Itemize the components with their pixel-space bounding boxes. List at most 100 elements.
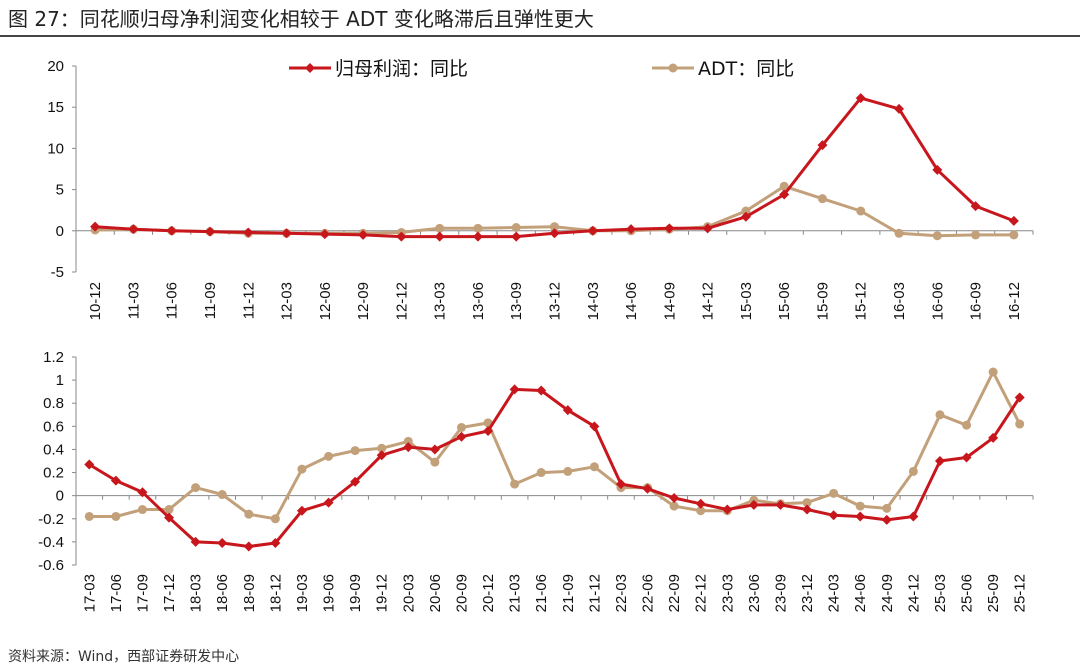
y-tick-label: 0.8 [43,395,64,412]
data-point-adt [270,514,280,524]
legend-item-profit: 归母利润：同比 [289,58,468,80]
series-line-profit [95,96,1015,239]
data-point-profit [894,103,905,114]
data-point-profit [932,164,943,175]
x-tick-label: 18-12 [267,574,284,612]
data-point-profit [722,504,733,515]
x-tick-label: 17-12 [161,574,178,612]
data-point-profit [802,504,813,515]
x-tick-label: 18-09 [241,574,258,612]
data-point-adt [191,483,201,493]
data-point-profit [90,221,101,232]
x-tick-label: 25-12 [1012,574,1029,612]
data-point-profit [204,226,215,237]
x-tick-label: 13-12 [547,282,564,320]
y-tick-label: 0.4 [43,441,64,458]
x-tick-label: 16-09 [968,282,985,320]
y-tick-label: -5 [51,264,64,281]
data-point-adt [882,503,892,513]
data-point-adt [589,462,599,472]
data-point-profit [855,93,866,104]
x-tick-label: 21-12 [586,574,603,612]
data-point-profit [664,223,675,234]
data-point-profit [779,189,790,200]
y-tick-label: 0 [56,223,64,240]
x-tick-label: 20-12 [480,574,497,612]
x-tick-label: 14-06 [623,282,640,320]
data-point-profit [166,225,177,236]
y-tick-label: 0.2 [43,465,64,482]
data-point-adt [111,511,121,521]
x-tick-label: 21-03 [507,574,524,612]
data-point-profit [961,452,972,463]
x-tick-label: 19-06 [321,574,338,612]
data-point-profit [350,476,361,487]
data-point-profit [589,421,600,432]
data-point-profit [358,229,369,240]
data-point-adt [430,457,440,467]
data-point-profit [434,231,445,242]
data-point-adt [324,451,334,461]
y-tick-label: -0.2 [38,511,64,528]
data-point-profit [587,225,598,236]
data-point-adt [908,466,918,476]
data-point-profit [376,450,387,461]
data-point-profit [775,499,786,510]
data-point-adt [741,206,751,216]
x-tick-label: 12-03 [279,282,296,320]
x-tick-label: 25-09 [985,574,1002,612]
data-point-adt [377,443,387,453]
data-point-profit [323,497,334,508]
legend-label: 归母利润：同比 [335,58,468,80]
y-tick-label: 0.6 [43,418,64,435]
data-point-adt [829,488,839,498]
x-tick-label: 25-03 [932,574,949,612]
data-point-adt [84,511,94,521]
legend-item-adt: ADT：同比 [652,58,794,80]
data-point-adt [164,505,174,515]
data-point-adt [855,501,865,511]
x-tick-label: 14-03 [585,282,602,320]
data-point-adt [536,468,546,478]
x-tick-label: 11-06 [164,282,181,319]
x-tick-label: 18-06 [214,574,231,612]
data-point-profit [669,492,680,503]
data-point-adt [350,446,360,456]
x-tick-label: 22-06 [640,574,657,612]
x-tick-label: 15-03 [738,282,755,320]
data-point-profit [243,541,254,552]
x-tick-label: 16-06 [929,282,946,320]
data-point-adt [817,194,827,204]
data-point-profit [748,499,759,510]
y-tick-label: -0.6 [38,557,64,574]
x-tick-label: 11-09 [202,282,219,319]
data-point-profit [511,231,522,242]
data-point-adt [962,420,972,430]
data-point-profit [695,498,706,509]
y-tick-label: 20 [47,58,64,75]
figure-title: 图 27：同花顺归母净利润变化相较于 ADT 变化略滞后且弹性更大 [8,7,594,31]
data-point-profit [319,229,330,240]
data-point-profit [396,231,407,242]
y-tick-label: 1.2 [43,349,64,366]
data-point-adt [473,223,483,233]
data-point-profit [110,475,121,486]
data-point-adt [802,498,812,508]
data-point-adt [779,181,789,191]
x-tick-label: 19-03 [294,574,311,612]
data-point-profit [908,511,919,522]
data-point-profit [137,487,148,498]
x-tick-label: 17-09 [134,574,151,612]
x-tick-label: 10-12 [87,282,104,320]
data-point-profit [855,511,866,522]
data-point-adt [856,206,866,216]
data-point-profit [970,201,981,212]
data-point-profit [536,385,547,396]
data-point-profit [190,536,201,547]
x-tick-label: 23-12 [799,574,816,612]
data-point-adt [137,505,147,515]
data-point-adt [1009,230,1019,240]
data-point-adt [563,466,573,476]
x-tick-label: 12-12 [393,282,410,320]
data-point-profit [128,224,139,235]
